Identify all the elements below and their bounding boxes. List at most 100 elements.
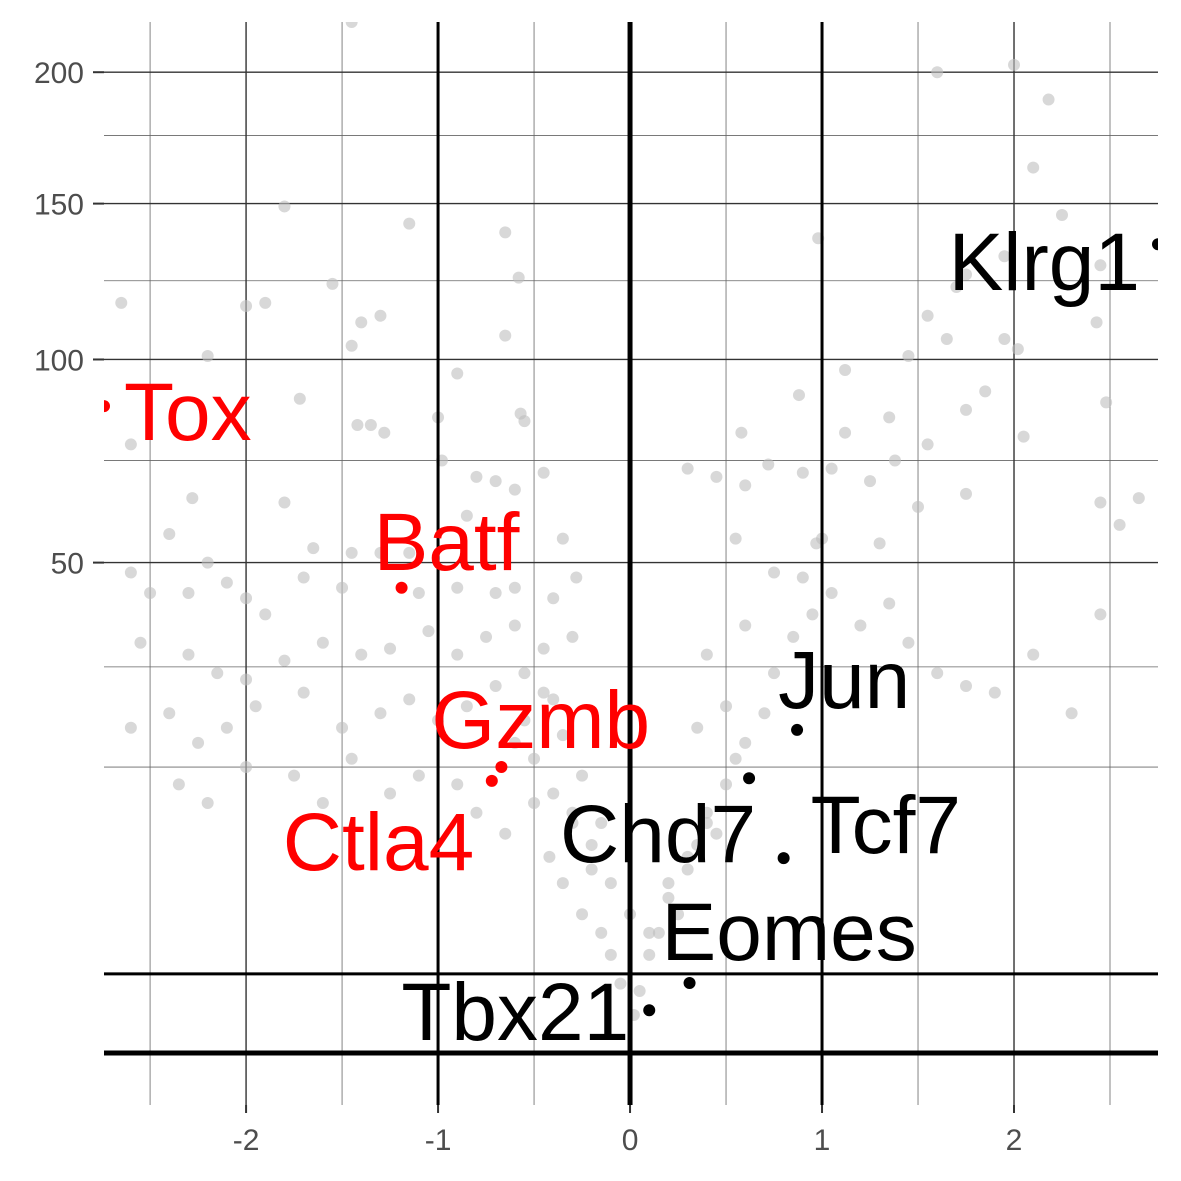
point — [643, 926, 656, 939]
point — [950, 280, 963, 293]
point — [883, 411, 896, 424]
point — [960, 268, 973, 281]
point — [681, 462, 694, 475]
point — [316, 796, 329, 809]
point-label: Tcf7 — [811, 780, 961, 871]
point — [1090, 316, 1103, 329]
point — [451, 367, 464, 380]
y-tick-label: 100 — [34, 344, 84, 377]
point — [259, 296, 272, 309]
point-label: Tbx21 — [401, 967, 629, 1058]
point — [345, 752, 358, 765]
highlight-point — [485, 774, 498, 787]
point — [1056, 209, 1069, 222]
point — [1042, 93, 1055, 106]
point — [201, 350, 214, 363]
point — [888, 454, 901, 467]
point — [998, 332, 1011, 345]
y-tick-label: 200 — [34, 57, 84, 90]
point — [739, 619, 752, 632]
point — [796, 466, 809, 479]
point — [192, 736, 205, 749]
point — [691, 721, 704, 734]
point — [792, 389, 805, 402]
point — [259, 608, 272, 621]
point — [518, 415, 531, 428]
point — [547, 592, 560, 605]
y-tick-label: 150 — [34, 189, 84, 222]
point — [1027, 648, 1040, 661]
point — [595, 816, 608, 829]
point — [662, 891, 675, 904]
point — [595, 926, 608, 939]
point — [566, 806, 579, 819]
point — [864, 475, 877, 488]
point — [796, 571, 809, 584]
point — [921, 438, 934, 451]
point — [700, 816, 713, 829]
point — [902, 636, 915, 649]
point — [662, 877, 675, 890]
point — [345, 22, 358, 28]
point — [518, 667, 531, 680]
point — [220, 576, 233, 589]
point — [672, 908, 685, 921]
point-label: Eomes — [662, 887, 917, 978]
point — [839, 363, 852, 376]
highlight-point — [777, 852, 790, 865]
point — [810, 537, 823, 550]
point — [508, 483, 521, 496]
point — [854, 619, 867, 632]
point — [576, 769, 589, 782]
point — [163, 707, 176, 720]
point — [528, 752, 541, 765]
x-tick-label: 2 — [1006, 1124, 1023, 1157]
point — [489, 586, 502, 599]
point — [512, 271, 525, 284]
point — [543, 850, 556, 863]
point — [384, 787, 397, 800]
point — [729, 752, 742, 765]
point — [249, 700, 262, 713]
point — [480, 630, 493, 643]
point — [921, 309, 934, 322]
point — [1094, 608, 1107, 621]
point — [124, 721, 137, 734]
highlight-point — [743, 772, 756, 785]
x-tick-label: -2 — [233, 1124, 260, 1157]
highlight-point — [643, 1004, 656, 1017]
point — [412, 769, 425, 782]
point — [700, 806, 713, 819]
point — [729, 532, 742, 545]
point — [499, 827, 512, 840]
highlight-point — [495, 761, 508, 774]
point — [278, 496, 291, 509]
point — [537, 642, 550, 655]
point — [1065, 707, 1078, 720]
point — [115, 296, 128, 309]
point-label: Klrg1 — [949, 217, 1140, 308]
point — [931, 66, 944, 79]
highlight-point — [683, 976, 696, 989]
point — [960, 487, 973, 500]
point — [556, 729, 569, 742]
point — [186, 492, 199, 505]
point — [345, 546, 358, 559]
point — [681, 863, 694, 876]
point — [336, 721, 349, 734]
point — [585, 838, 598, 851]
point — [345, 339, 358, 352]
point-label: Ctla4 — [283, 797, 474, 888]
point — [556, 532, 569, 545]
point — [960, 680, 973, 693]
point — [220, 721, 233, 734]
point — [355, 316, 368, 329]
point — [307, 542, 320, 555]
point — [163, 528, 176, 541]
point — [144, 586, 157, 599]
point — [912, 500, 925, 513]
point — [739, 736, 752, 749]
point — [403, 546, 416, 559]
